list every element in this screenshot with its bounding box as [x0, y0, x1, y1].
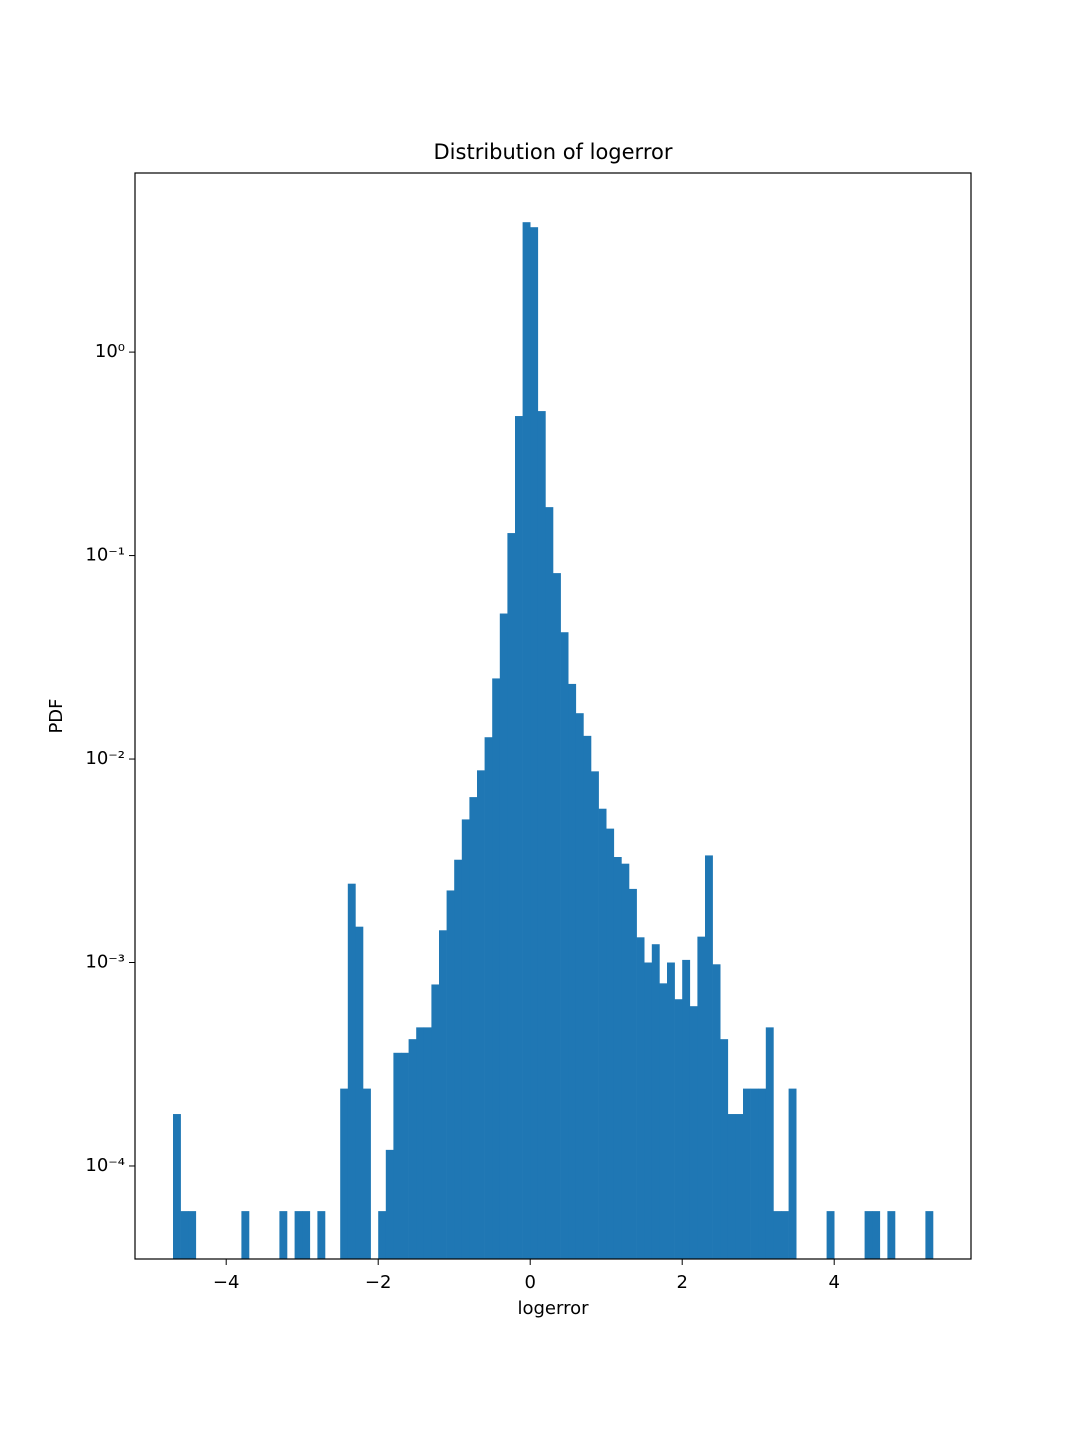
x-tick-label: −2 [365, 1272, 392, 1293]
bar [682, 959, 691, 1259]
bar [408, 1039, 417, 1259]
bar [689, 1006, 698, 1259]
bar [887, 1211, 896, 1259]
bar [317, 1211, 326, 1259]
chart-title: Distribution of logerror [434, 140, 673, 164]
x-tick-label: 4 [828, 1272, 839, 1293]
bar [477, 770, 485, 1259]
bar [758, 1088, 767, 1259]
y-tick-label: 10⁻³ [85, 952, 125, 973]
bar [522, 222, 531, 1259]
bar [393, 1052, 402, 1259]
bar [385, 1149, 394, 1259]
bar [826, 1211, 835, 1259]
bar [788, 1088, 797, 1259]
bar [644, 962, 653, 1259]
y-tick-label: 10⁻¹ [85, 545, 125, 566]
bar [416, 1027, 425, 1259]
bar [446, 890, 455, 1259]
bar [507, 533, 516, 1259]
bar [484, 737, 493, 1259]
bar [781, 1211, 789, 1259]
bar [492, 678, 501, 1259]
bar [925, 1211, 934, 1259]
bar [629, 888, 637, 1259]
bar [712, 964, 721, 1259]
bar [705, 855, 713, 1259]
bar [765, 1027, 774, 1259]
bar [773, 1211, 782, 1259]
bar [469, 797, 478, 1259]
bar [401, 1052, 409, 1259]
bar [750, 1088, 759, 1259]
bar [363, 1088, 371, 1259]
bar [545, 507, 554, 1259]
bar [720, 1039, 729, 1259]
bar [575, 713, 584, 1259]
axes-frame [134, 172, 972, 1260]
bar [872, 1211, 881, 1259]
bar [613, 857, 622, 1259]
y-tick-label: 10⁻⁴ [85, 1155, 125, 1176]
bar [674, 999, 683, 1259]
bar [743, 1088, 751, 1259]
bar [461, 819, 470, 1259]
bar [302, 1211, 311, 1259]
bar [598, 808, 607, 1259]
bar [340, 1088, 349, 1259]
bar [423, 1027, 432, 1259]
x-tick-label: 0 [524, 1272, 535, 1293]
bar [188, 1211, 197, 1259]
x-tick-label: 2 [676, 1272, 687, 1293]
bar [659, 983, 668, 1259]
bar [697, 936, 706, 1259]
bar [636, 937, 645, 1259]
bar [530, 227, 539, 1259]
bar [727, 1114, 736, 1259]
bar [560, 632, 569, 1259]
bar [621, 863, 630, 1259]
bar [515, 416, 523, 1259]
bar [241, 1211, 250, 1259]
y-axis-label: PDF [46, 698, 67, 733]
bar [537, 411, 546, 1259]
y-tick-label: 10⁰ [95, 341, 125, 362]
bar [568, 683, 577, 1259]
bar [591, 771, 599, 1259]
bar [735, 1114, 744, 1259]
bar [378, 1211, 387, 1259]
bar [553, 573, 561, 1259]
x-tick-label: −4 [213, 1272, 240, 1293]
bar [279, 1211, 288, 1259]
bar [294, 1211, 303, 1259]
x-axis-label: logerror [517, 1298, 589, 1319]
bar [499, 613, 508, 1259]
bar [347, 883, 356, 1259]
bar [864, 1211, 873, 1259]
bar [431, 984, 440, 1259]
bar [355, 926, 364, 1259]
bar [173, 1114, 181, 1259]
bar [180, 1211, 189, 1259]
bar [583, 735, 592, 1259]
bar [454, 859, 463, 1259]
bar [667, 962, 675, 1259]
bar [606, 828, 615, 1259]
bar [439, 930, 447, 1259]
y-tick-label: 10⁻² [85, 748, 125, 769]
bar [651, 944, 660, 1259]
